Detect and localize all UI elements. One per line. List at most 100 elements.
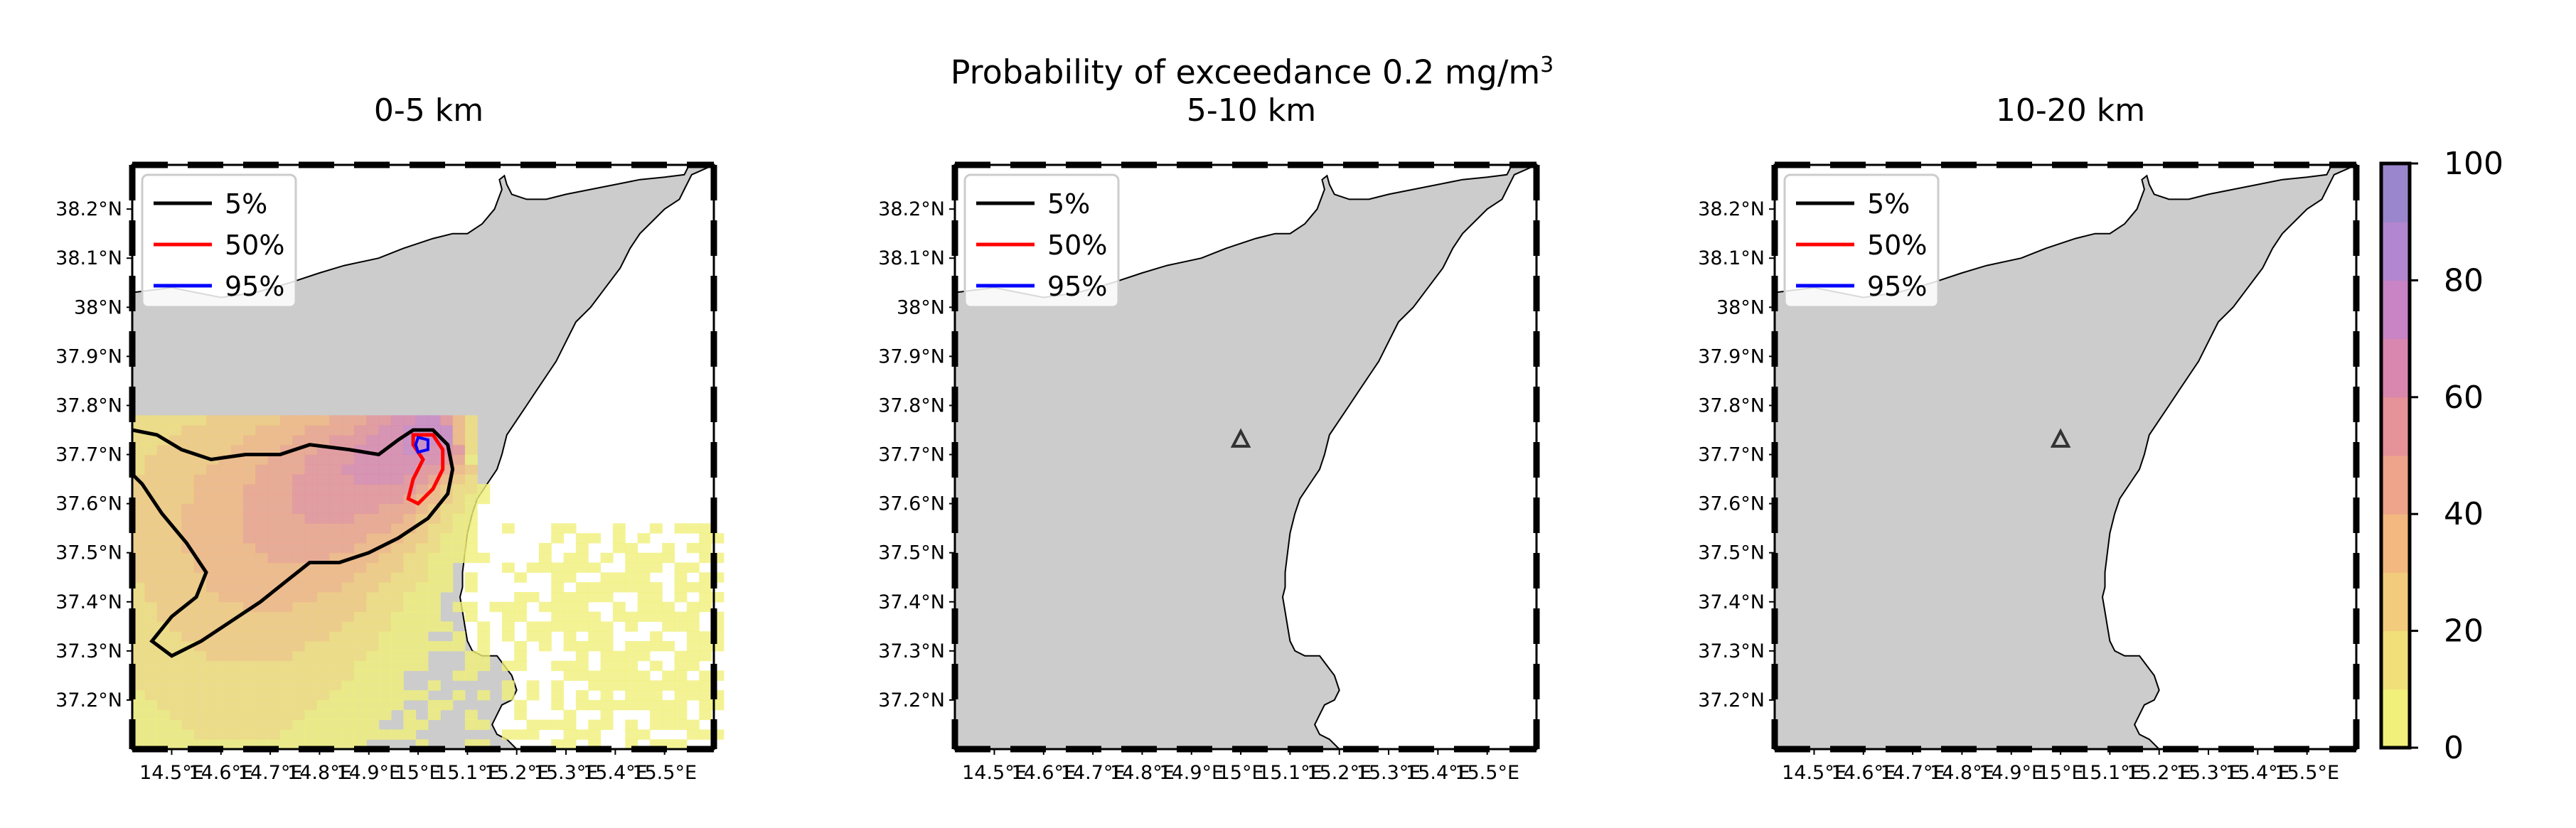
probability-cell (255, 650, 269, 662)
probability-cell (427, 572, 441, 583)
probability-cell (169, 542, 182, 554)
probability-cell (341, 690, 355, 701)
probability-cell (317, 690, 330, 701)
y-tick-label: 37.3°N (878, 640, 945, 662)
probability-cell (563, 631, 577, 642)
probability-cell (144, 582, 158, 593)
probability-cell (267, 601, 281, 613)
probability-cell (563, 660, 577, 672)
probability-cell (304, 444, 318, 456)
probability-cell (353, 562, 367, 573)
probability-cell (206, 611, 219, 622)
probability-cell (169, 572, 182, 583)
probability-cell (181, 474, 195, 485)
probability-cell (329, 454, 343, 465)
probability-cell (440, 582, 454, 593)
probability-cell (366, 572, 380, 583)
probability-cell (218, 660, 232, 672)
probability-cell (366, 493, 380, 505)
probability-cell (427, 680, 441, 691)
probability-cell (600, 709, 614, 721)
probability-cell (477, 690, 491, 701)
probability-cell (218, 611, 232, 622)
probability-cell (390, 572, 404, 583)
probability-cell (427, 464, 441, 475)
probability-cell (341, 434, 355, 446)
probability-cell (686, 611, 700, 622)
probability-cell (206, 641, 219, 652)
probability-cell (218, 425, 232, 436)
probability-cell (366, 562, 380, 573)
probability-cell (181, 680, 195, 691)
probability-cell (267, 699, 281, 711)
probability-cell (612, 611, 626, 622)
probability-cell (304, 503, 318, 514)
probability-cell (144, 650, 158, 662)
probability-cell (600, 650, 614, 662)
legend: 5% 50% 95% (963, 173, 1120, 308)
probability-cell (243, 425, 256, 436)
probability-cell (378, 503, 392, 514)
probability-cell (551, 660, 565, 672)
y-tick-label: 37.3°N (1698, 640, 1765, 662)
probability-cell (637, 572, 651, 583)
probability-cell (440, 415, 454, 426)
probability-cell (366, 690, 380, 701)
probability-cell (144, 464, 158, 475)
probability-cell (280, 513, 293, 524)
probability-cell (317, 631, 330, 642)
probability-cell (280, 690, 293, 701)
probability-cell (317, 415, 330, 426)
probability-cell (452, 425, 466, 436)
probability-cell (366, 680, 380, 691)
probability-cell (341, 425, 355, 436)
probability-cell (132, 699, 145, 711)
probability-cell (193, 670, 207, 681)
probability-cell (206, 513, 219, 524)
x-tick-label: 14.5°E (1782, 762, 1847, 784)
probability-cell (218, 415, 232, 426)
probability-cell (415, 542, 429, 554)
probability-cell (637, 641, 651, 652)
y-tick-label: 37.8°N (1698, 394, 1765, 416)
probability-cell (403, 690, 417, 701)
probability-cell (637, 650, 651, 662)
probability-cell (317, 572, 330, 583)
probability-cell (378, 690, 392, 701)
probability-cell (625, 562, 638, 573)
probability-cell (588, 621, 602, 632)
probability-cell (156, 552, 170, 564)
probability-cell (317, 699, 330, 711)
x-tick-label: 15.5°E (632, 762, 697, 784)
probability-cell (464, 533, 478, 544)
x-tick-label: 15.1°E (2078, 762, 2142, 784)
probability-cell (230, 562, 244, 573)
probability-cell (427, 542, 441, 554)
probability-cell (230, 572, 244, 583)
probability-cell (415, 601, 429, 613)
probability-cell (551, 523, 565, 534)
x-tick-label: 15.3°E (1357, 762, 1421, 784)
probability-cell (255, 699, 269, 711)
probability-cell (193, 415, 207, 426)
legend-label: 5% (1867, 188, 1910, 220)
probability-cell (390, 660, 404, 672)
probability-cell (341, 582, 355, 593)
probability-cell (452, 464, 466, 475)
probability-cell (674, 690, 688, 701)
probability-cell (255, 523, 269, 534)
probability-cell (366, 415, 380, 426)
probability-cell (280, 552, 293, 564)
probability-cell (304, 542, 318, 554)
probability-cell (169, 552, 182, 564)
probability-cell (255, 552, 269, 564)
probability-cell (353, 650, 367, 662)
probability-cell (230, 699, 244, 711)
probability-cell (427, 523, 441, 534)
probability-cell (317, 592, 330, 603)
probability-cell (329, 493, 343, 505)
probability-cell (169, 680, 182, 691)
probability-cell (218, 484, 232, 495)
x-tick-label: 14.6°E (188, 762, 253, 784)
colorbar-tick-label: 40 (2444, 496, 2484, 532)
